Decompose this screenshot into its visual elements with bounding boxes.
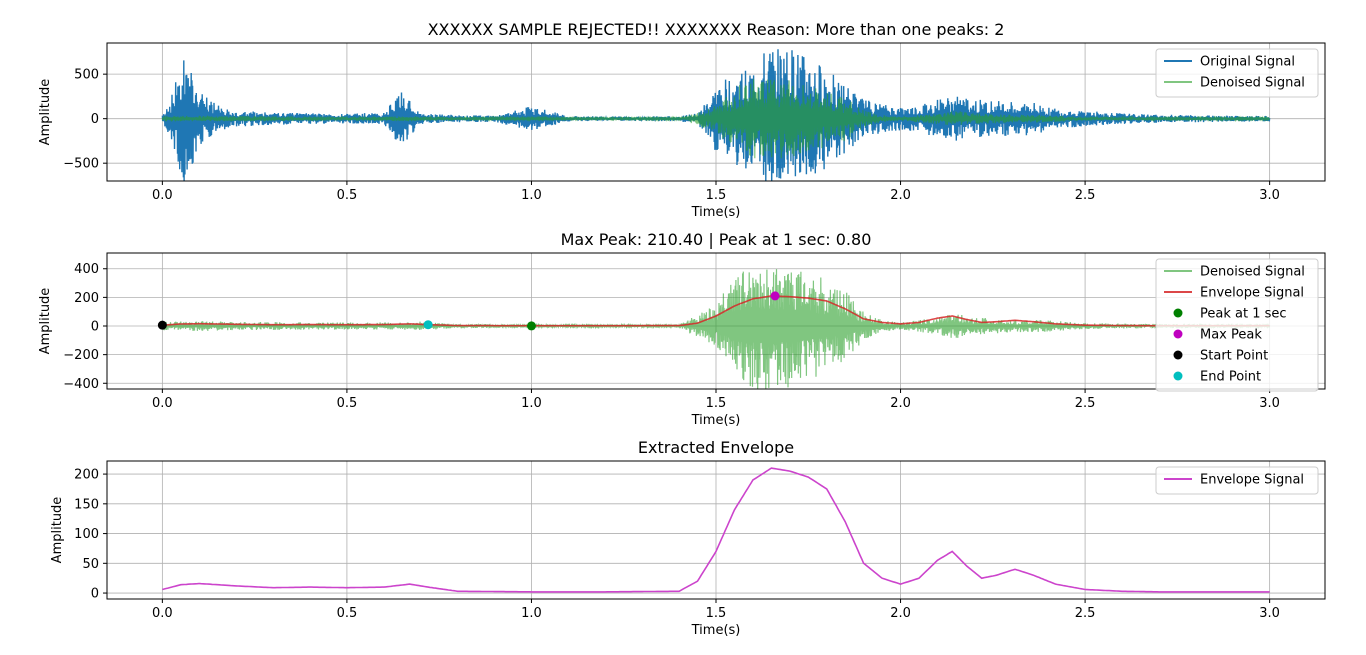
marker-end-point [423, 320, 433, 330]
chart-title: Max Peak: 210.40 | Peak at 1 sec: 0.80 [561, 230, 872, 249]
x-tick-label: 1.5 [706, 188, 727, 203]
marker-peak-at-1-sec [526, 321, 536, 331]
legend: Envelope Signal [1155, 466, 1319, 495]
x-tick-label: 2.0 [890, 188, 911, 203]
x-axis-label: Time(s) [691, 413, 741, 428]
legend-label: Envelope Signal [1200, 286, 1304, 301]
y-tick-label: 200 [74, 291, 99, 306]
legend-label: End Point [1200, 370, 1261, 385]
y-tick-label: 50 [82, 557, 99, 572]
legend: Original Signal Denoised Signal [1155, 48, 1319, 98]
y-tick-label: 500 [74, 68, 99, 83]
x-tick-label: 3.0 [1259, 606, 1280, 621]
plot-area [161, 269, 1271, 389]
x-tick-label: 1.5 [706, 396, 727, 411]
y-tick-label: −200 [63, 348, 99, 363]
x-tick-label: 2.5 [1075, 188, 1096, 203]
x-tick-label: 2.0 [890, 606, 911, 621]
legend-label: Max Peak [1200, 328, 1262, 343]
x-tick-label: 2.5 [1075, 396, 1096, 411]
x-axis-label: Time(s) [691, 623, 741, 638]
y-tick-label: −400 [63, 377, 99, 392]
legend-label: Denoised Signal [1200, 265, 1305, 280]
legend-label: Original Signal [1200, 55, 1295, 70]
legend-box [1155, 466, 1319, 495]
y-axis-label: Amplitude [50, 497, 65, 564]
legend-box [1155, 48, 1319, 98]
series-envelope-signal [162, 467, 1270, 593]
y-tick-label: 200 [74, 468, 99, 483]
series-denoised-signal [161, 79, 1271, 159]
y-axis-label: Amplitude [38, 79, 53, 146]
legend-label: Denoised Signal [1200, 76, 1305, 91]
y-axis-label: Amplitude [38, 288, 53, 355]
x-tick-label: 0.5 [337, 396, 358, 411]
legend-box [1155, 258, 1319, 392]
chart-title: Extracted Envelope [638, 438, 794, 457]
series-envelope-signal [162, 295, 1270, 327]
legend: Denoised Signal Envelope Signal Peak at 1 … [1155, 258, 1319, 392]
y-tick-label: 400 [74, 262, 99, 277]
legend-label: Start Point [1200, 349, 1268, 364]
y-tick-label: −500 [63, 157, 99, 172]
legend-marker [1173, 371, 1183, 381]
x-tick-label: 2.0 [890, 396, 911, 411]
x-axis-label: Time(s) [691, 205, 741, 220]
legend-label: Envelope Signal [1200, 473, 1304, 488]
chart-1: 0.0 0.5 1.0 1.5 2.0 2.5 3.0 −500 0 500 XXXXXX SAMP… [38, 20, 1326, 220]
legend-marker [1173, 308, 1183, 318]
chart-2: 0.0 0.5 1.0 1.5 2.0 2.5 3.0 −400 −200 0 200 400 Max … [38, 230, 1326, 428]
marker-max-peak [770, 291, 780, 301]
x-tick-label: 1.0 [521, 188, 542, 203]
y-tick-label: 0 [91, 112, 99, 127]
x-tick-label: 1.0 [521, 606, 542, 621]
y-tick-label: 100 [74, 527, 99, 542]
x-tick-label: 0.0 [152, 396, 173, 411]
legend-label: Peak at 1 sec [1200, 307, 1287, 322]
x-tick-label: 3.0 [1259, 396, 1280, 411]
x-tick-label: 0.0 [152, 606, 173, 621]
y-tick-label: 0 [91, 320, 99, 335]
x-tick-label: 1.0 [521, 396, 542, 411]
plot-area [161, 49, 1271, 181]
x-tick-label: 0.0 [152, 188, 173, 203]
plot-area [162, 467, 1270, 593]
marker-start-point [157, 320, 167, 330]
chart-title: XXXXXX SAMPLE REJECTED!! XXXXXXX Reason:… [428, 20, 1005, 39]
x-tick-label: 2.5 [1075, 606, 1096, 621]
y-tick-label: 0 [91, 587, 99, 602]
legend-marker [1173, 329, 1183, 339]
x-tick-label: 1.5 [706, 606, 727, 621]
x-tick-label: 3.0 [1259, 188, 1280, 203]
y-tick-label: 150 [74, 497, 99, 512]
x-tick-label: 0.5 [337, 606, 358, 621]
legend-marker [1173, 350, 1183, 360]
x-tick-label: 0.5 [337, 188, 358, 203]
chart-3: 0.0 0.5 1.0 1.5 2.0 2.5 3.0 0 50 100 150 200 Extract… [50, 438, 1326, 638]
